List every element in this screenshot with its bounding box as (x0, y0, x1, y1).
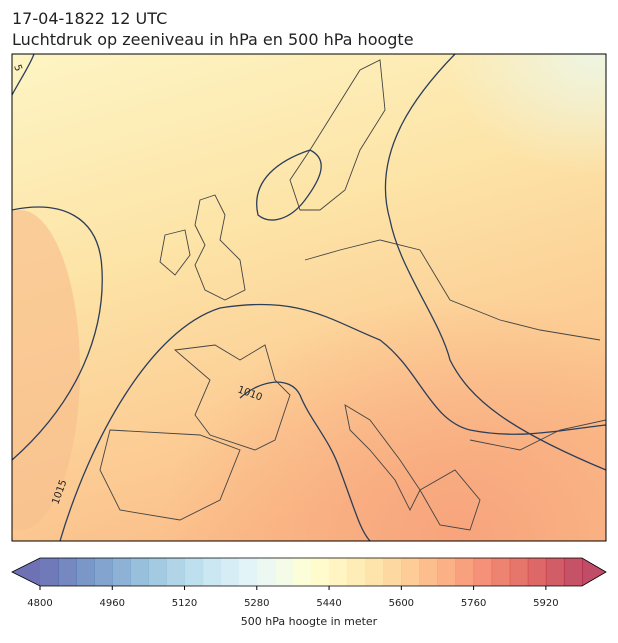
colorbar-tick-label: 5760 (461, 598, 486, 609)
colorbar-swatch (94, 558, 113, 586)
colorbar-extend (12, 558, 40, 586)
colorbar-swatch (148, 558, 167, 586)
contour-label: 5 (11, 63, 24, 73)
title: 17-04-1822 12 UTC (12, 9, 167, 28)
colorbar-tick-label: 5600 (389, 598, 414, 609)
colorbar-swatch (76, 558, 95, 586)
colorbar-swatch (347, 558, 366, 586)
colorbar-swatch (365, 558, 384, 586)
colorbar-swatch (220, 558, 240, 586)
map-frame (11, 53, 607, 542)
colorbar-swatch (527, 558, 547, 586)
colorbar-tick-label: 4800 (27, 598, 52, 609)
colorbar-swatch (130, 558, 149, 586)
colorbar-tick-label: 4960 (100, 598, 125, 609)
colorbar-tick-label: 5440 (316, 598, 341, 609)
colorbar-swatch (401, 558, 420, 586)
colorbar-swatch (383, 558, 402, 586)
colorbar-extend (582, 558, 606, 586)
colorbar-swatch (419, 558, 438, 586)
colorbar-swatch (437, 558, 457, 586)
colorbar-tick-label: 5920 (533, 598, 558, 609)
colorbar-swatch (563, 558, 583, 586)
colorbar-swatch (329, 558, 348, 586)
colorbar-swatch (58, 558, 77, 586)
colorbar-swatch (40, 558, 59, 586)
map: 5 1010 1015 (11, 54, 606, 541)
colorbar-label: 500 hPa hoogte in meter (241, 615, 378, 628)
colorbar-outline (11, 557, 607, 587)
colorbar-swatch (238, 558, 258, 586)
colorbar-swatch (473, 558, 493, 586)
colorbar-swatch (455, 558, 475, 586)
colorbar: 4800 4960 5120 5280 5440 5600 5760 5920 (11, 557, 607, 609)
colorbar-swatch (184, 558, 204, 586)
colorbar-tick-label: 5280 (244, 598, 269, 609)
colorbar-swatch (292, 558, 312, 586)
colorbar-swatch (545, 558, 565, 586)
colorbar-tick-label: 5120 (172, 598, 197, 609)
colorbar-swatch (256, 558, 276, 586)
colorbar-swatch (491, 558, 511, 586)
colorbar-swatch (311, 558, 330, 586)
colorbar-swatch (202, 558, 222, 586)
colorbar-swatch (509, 558, 529, 586)
subtitle: Luchtdruk op zeeniveau in hPa en 500 hPa… (12, 30, 414, 49)
colorbar-swatch (112, 558, 131, 586)
colorbar-swatch (274, 558, 294, 586)
colorbar-swatch (166, 558, 186, 586)
